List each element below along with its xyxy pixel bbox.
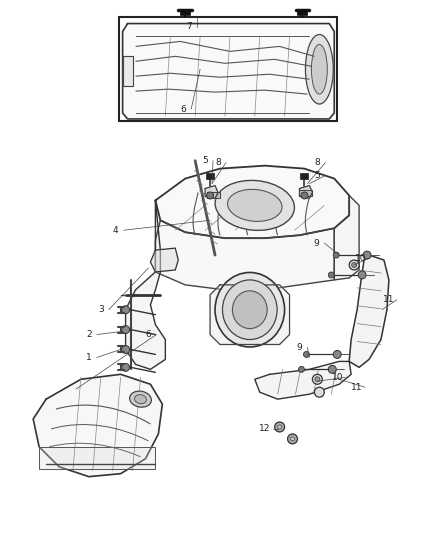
- Circle shape: [122, 326, 130, 334]
- Ellipse shape: [215, 272, 285, 347]
- Polygon shape: [150, 248, 178, 272]
- Circle shape: [314, 387, 324, 397]
- Ellipse shape: [130, 391, 152, 407]
- Ellipse shape: [305, 35, 333, 104]
- Polygon shape: [123, 56, 133, 86]
- Text: 10: 10: [332, 373, 343, 382]
- Text: 3: 3: [98, 305, 104, 314]
- Circle shape: [315, 377, 320, 382]
- Text: 9: 9: [314, 239, 319, 248]
- Polygon shape: [123, 23, 334, 119]
- Text: 12: 12: [259, 424, 270, 433]
- Circle shape: [312, 374, 322, 384]
- Polygon shape: [155, 220, 334, 290]
- Circle shape: [288, 434, 297, 444]
- Text: 4: 4: [113, 226, 118, 235]
- Polygon shape: [300, 185, 312, 198]
- Bar: [297, 10, 307, 14]
- Circle shape: [275, 422, 285, 432]
- Polygon shape: [39, 447, 155, 469]
- Ellipse shape: [215, 180, 294, 230]
- Circle shape: [278, 425, 282, 429]
- Text: 9: 9: [297, 343, 302, 352]
- Text: 6: 6: [145, 330, 151, 339]
- Ellipse shape: [233, 291, 267, 329]
- Bar: [206, 173, 214, 179]
- Circle shape: [363, 251, 371, 259]
- Polygon shape: [207, 192, 220, 198]
- Polygon shape: [33, 374, 162, 477]
- Text: 8: 8: [215, 158, 221, 167]
- Ellipse shape: [134, 394, 146, 403]
- Ellipse shape: [227, 189, 282, 221]
- Polygon shape: [205, 185, 218, 198]
- Circle shape: [328, 365, 336, 373]
- Circle shape: [358, 271, 366, 279]
- Circle shape: [304, 351, 309, 358]
- Circle shape: [122, 306, 130, 314]
- Circle shape: [328, 272, 334, 278]
- Circle shape: [352, 263, 357, 268]
- Circle shape: [333, 351, 341, 358]
- Polygon shape: [300, 190, 312, 197]
- Text: 8: 8: [314, 158, 320, 167]
- Circle shape: [207, 192, 214, 199]
- Bar: [119, 17, 337, 121]
- Circle shape: [333, 252, 339, 258]
- Polygon shape: [155, 166, 349, 238]
- Text: 11: 11: [383, 295, 395, 304]
- Circle shape: [301, 192, 308, 199]
- Polygon shape: [126, 200, 165, 369]
- Text: 6: 6: [180, 104, 186, 114]
- Polygon shape: [334, 196, 359, 280]
- Ellipse shape: [223, 280, 277, 340]
- Polygon shape: [255, 361, 351, 399]
- Text: 11: 11: [351, 383, 363, 392]
- Bar: [300, 173, 308, 179]
- Text: 5: 5: [202, 156, 208, 165]
- Circle shape: [298, 366, 304, 373]
- Ellipse shape: [311, 44, 327, 94]
- Circle shape: [290, 437, 294, 441]
- Text: 10: 10: [355, 254, 367, 263]
- Text: 5: 5: [314, 171, 320, 180]
- Bar: [180, 10, 190, 14]
- Text: 7: 7: [186, 22, 192, 31]
- Text: 1: 1: [86, 353, 92, 362]
- Circle shape: [122, 364, 130, 372]
- Text: 2: 2: [86, 330, 92, 339]
- Circle shape: [122, 345, 130, 353]
- Polygon shape: [349, 255, 389, 367]
- Polygon shape: [210, 285, 290, 344]
- Circle shape: [349, 260, 359, 270]
